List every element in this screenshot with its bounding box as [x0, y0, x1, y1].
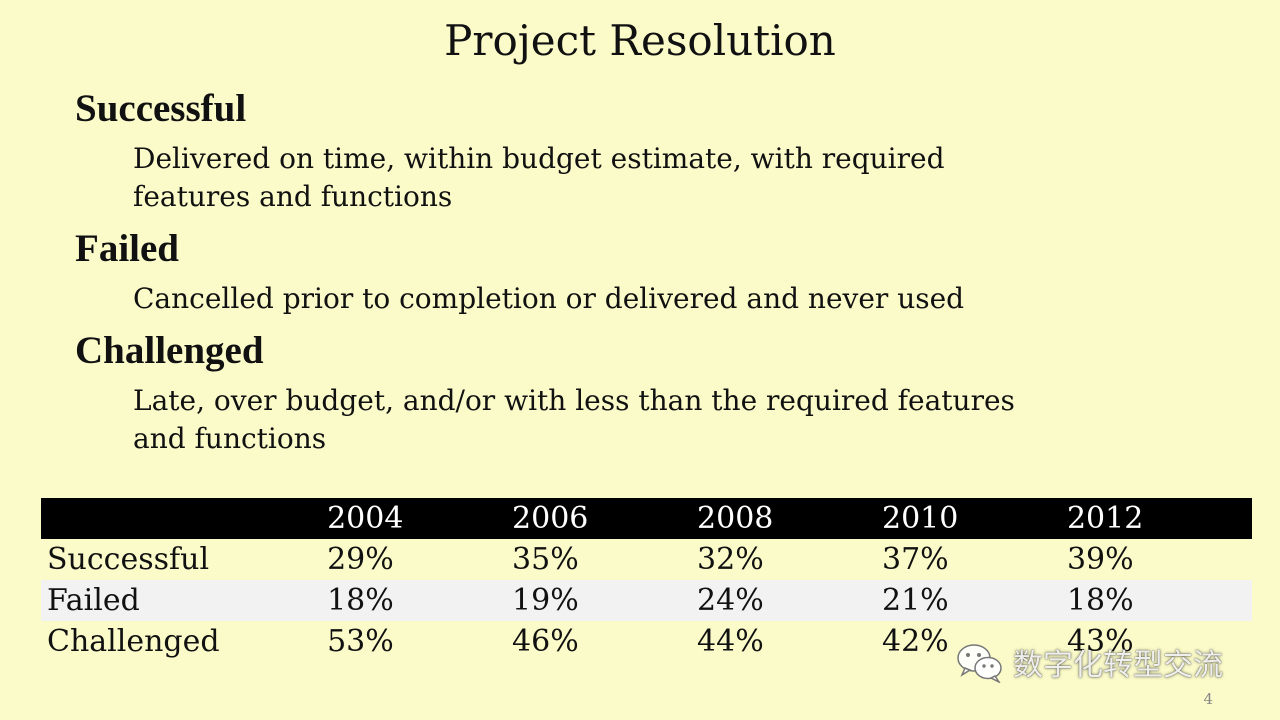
row-label: Challenged [47, 624, 220, 659]
header-cell: 2006 [512, 501, 589, 536]
table-cell: 21% [881, 583, 949, 618]
table-cell: 53% [327, 624, 394, 659]
description-challenged: Late, over budget, and/or with less than… [133, 382, 1213, 458]
table-row: Challenged 53% 46% 44% 42% 43% [41, 621, 1252, 662]
term-successful: Successful [75, 87, 247, 130]
term-failed: Failed [75, 227, 179, 270]
table-cell: 44% [697, 624, 764, 659]
table-row: Failed 18% 19% 24% 21% 18% [41, 580, 1252, 621]
row-label: Successful [47, 542, 210, 577]
table-cell: 18% [327, 583, 394, 618]
page-number: 4 [1203, 690, 1213, 708]
watermark-text: 数字化转型交流 [1013, 648, 1223, 683]
table-cell: 37% [881, 542, 949, 577]
wechat-icon [955, 641, 1005, 683]
description-line: Delivered on time, within budget estimat… [133, 142, 945, 175]
description-successful: Delivered on time, within budget estimat… [133, 140, 1213, 216]
table-cell: 24% [697, 583, 764, 618]
row-label: Failed [47, 583, 140, 618]
description-line: Cancelled prior to completion or deliver… [133, 282, 965, 315]
table-cell: 29% [327, 542, 394, 577]
header-cell: 2012 [1066, 501, 1144, 536]
description-line: features and functions [133, 180, 453, 213]
slide-title: Project Resolution [444, 16, 836, 65]
header-cell: 2010 [881, 501, 959, 536]
description-line: and functions [133, 422, 327, 455]
table-cell: 19% [512, 583, 579, 618]
watermark: 数字化转型交流 [955, 640, 1223, 684]
description-failed: Cancelled prior to completion or deliver… [133, 280, 1213, 318]
header-cell: 2008 [697, 501, 774, 536]
table-cell: 39% [1066, 542, 1134, 577]
header-cell [41, 498, 327, 539]
header-cell: 2004 [327, 501, 404, 536]
table-cell: 46% [512, 624, 579, 659]
table-cell: 32% [697, 542, 764, 577]
term-challenged: Challenged [75, 329, 264, 372]
table-row: Successful 29% 35% 32% 37% 39% [41, 539, 1252, 580]
table-header-row: 2004 2006 2008 2010 2012 [41, 498, 1252, 539]
table-cell: 42% [881, 624, 949, 659]
table-cell: 35% [512, 542, 579, 577]
resolution-table: 2004 2006 2008 2010 2012 Successful 29% … [41, 498, 1252, 662]
description-line: Late, over budget, and/or with less than… [133, 384, 1015, 417]
table-cell: 43% [1066, 624, 1134, 659]
table-cell: 18% [1066, 583, 1134, 618]
